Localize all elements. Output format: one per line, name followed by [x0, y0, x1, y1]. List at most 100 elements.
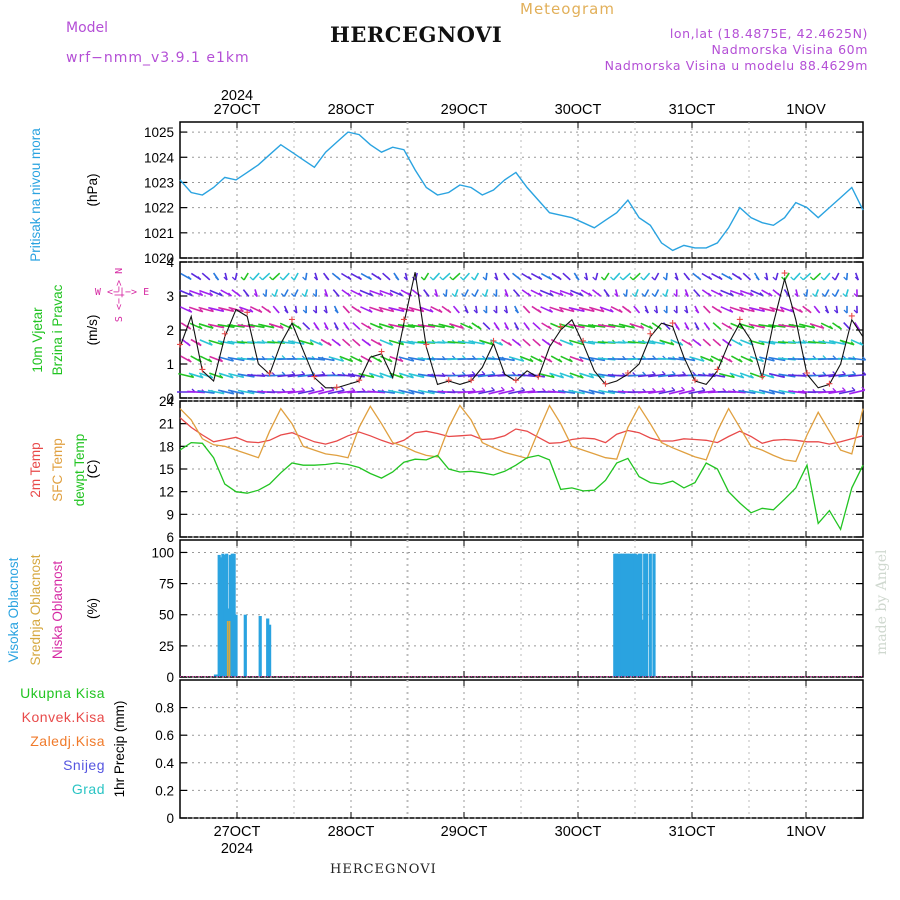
tick-label-y: 75 — [159, 577, 174, 592]
wind-arrow — [378, 323, 394, 329]
wind-arrow-head — [527, 276, 532, 280]
wind-arrow-head — [508, 342, 512, 346]
wind-arrow-head — [749, 358, 754, 363]
wind-arrow-head — [336, 342, 341, 347]
tick-label-y: 24 — [159, 394, 175, 409]
wind-arrow-head — [315, 326, 320, 330]
cloud-bar — [215, 674, 219, 677]
wind-arrow — [539, 289, 554, 297]
precip-legend-label: Zaledj.Kisa — [30, 733, 105, 749]
wind-arrow — [379, 372, 394, 379]
wind-arrow-head — [706, 309, 711, 314]
wind-arrow-head — [707, 292, 712, 297]
wind-arrow-head — [831, 293, 836, 297]
wind-arrow-head — [302, 309, 307, 314]
wind-arrow — [198, 323, 214, 329]
wind-arrow — [218, 306, 234, 313]
wind-arrow-head — [859, 341, 864, 346]
wind-arrow-head — [566, 276, 571, 281]
wind-arrow-head — [809, 276, 814, 281]
wind-arrow-head — [389, 291, 394, 296]
wind-arrow-head — [471, 371, 476, 376]
wind-arrow-head — [439, 276, 444, 281]
wind-arrow-head — [491, 370, 496, 375]
wind-arrow-head — [526, 342, 531, 347]
wind-arrow-head — [529, 358, 534, 362]
side-label-2m: 2m Temp — [28, 442, 43, 497]
wind-arrow-head — [240, 308, 244, 312]
wind-arrow-head — [652, 355, 657, 360]
wind-arrow-head — [770, 374, 775, 379]
cloud-bar — [652, 553, 656, 677]
wind-arrow — [834, 272, 840, 281]
wind-arrow-head — [631, 293, 636, 298]
gust-marker — [535, 373, 542, 380]
wind-arrow — [487, 357, 506, 361]
wind-arrow — [559, 339, 574, 346]
wind-arrow-head — [324, 293, 328, 298]
wind-arrow-head — [557, 276, 562, 281]
wind-arrow-head — [673, 293, 678, 298]
wind-arrow — [449, 323, 464, 329]
wind-arrow — [267, 341, 286, 344]
gust-marker — [826, 380, 833, 387]
wind-arrow-head — [486, 325, 491, 330]
wind-arrow — [568, 323, 585, 329]
wind-arrow — [799, 323, 815, 329]
wind-arrow-head — [560, 374, 565, 379]
wind-arrow-head — [685, 326, 690, 330]
wind-arrow — [758, 389, 775, 395]
gust-marker — [512, 377, 519, 384]
wind-arrow-head — [335, 292, 340, 297]
wind-arrow-head — [681, 386, 685, 391]
wind-arrow-head — [631, 324, 635, 329]
wind-arrow-head — [841, 387, 846, 392]
wind-arrow-head — [853, 309, 858, 314]
wind-arrow — [698, 390, 716, 394]
wind-arrow — [274, 289, 279, 297]
wind-arrow — [199, 339, 213, 346]
wind-arrow — [598, 373, 616, 378]
wind-arrow-head — [500, 386, 505, 391]
wind-arrow — [478, 389, 495, 395]
wind-arrow — [265, 289, 268, 297]
gust-marker — [356, 377, 363, 384]
tick-label-y: 21 — [159, 417, 174, 432]
wind-arrow — [710, 289, 723, 297]
wind-arrow — [408, 389, 425, 395]
wind-arrow — [217, 340, 235, 345]
wind-arrow-head — [627, 309, 632, 314]
wind-arrow-head — [379, 374, 384, 379]
tick-label-y: 1020 — [144, 251, 174, 266]
wind-arrow-head — [843, 276, 848, 281]
bottom-date-label: 1NOV — [786, 824, 826, 840]
wind-arrow-head — [275, 309, 280, 314]
wind-arrow-head — [651, 276, 656, 281]
wind-arrow-head — [629, 276, 634, 281]
wind-arrow-head — [231, 276, 236, 281]
tick-label-y: 6 — [166, 530, 174, 545]
wind-arrow — [814, 289, 820, 297]
wind-arrow — [540, 306, 553, 313]
wind-arrow-head — [420, 276, 425, 281]
ylabel: (hPa) — [85, 173, 100, 206]
wind-arrow-head — [290, 276, 295, 281]
wind-arrow — [730, 322, 744, 330]
wind-arrow-head — [764, 276, 768, 281]
wind-arrow-head — [738, 358, 743, 363]
wind-arrow-head — [728, 325, 733, 330]
wind-arrow — [475, 305, 478, 314]
wind-arrow-head — [728, 358, 733, 363]
gust-marker — [759, 373, 766, 380]
wind-arrow — [823, 272, 831, 281]
wind-arrow-head — [717, 342, 722, 347]
wind-arrow — [828, 373, 846, 378]
wind-arrow-head — [240, 276, 245, 281]
wind-arrow — [587, 324, 606, 328]
wind-arrow — [610, 305, 623, 314]
wind-arrow — [750, 289, 764, 297]
wind-arrow-head — [684, 309, 688, 314]
wind-arrow-head — [605, 293, 610, 297]
wind-arrow-head — [433, 293, 438, 298]
cloud-bar — [633, 553, 637, 677]
